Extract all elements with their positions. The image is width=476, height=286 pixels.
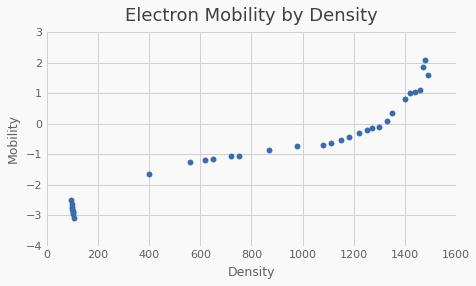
Point [367,126,375,130]
Point [406,91,413,95]
Point [145,172,153,176]
Point [421,57,428,62]
Point [416,88,423,92]
Point [293,144,301,149]
Y-axis label: Mobility: Mobility [7,114,20,163]
X-axis label: Density: Density [227,266,275,279]
Point [67,198,75,202]
Point [326,141,334,146]
Point [70,216,78,221]
Point [375,124,382,129]
Point [201,158,209,162]
Point [400,97,408,102]
Point [69,211,77,216]
Point [69,207,76,211]
Title: Electron Mobility by Density: Electron Mobility by Density [125,7,377,25]
Point [318,143,326,147]
Point [382,118,390,123]
Point [423,72,431,77]
Point [234,153,242,158]
Point [418,65,426,69]
Point [68,205,76,210]
Point [69,210,77,214]
Point [186,159,193,164]
Point [387,111,395,115]
Point [227,153,234,158]
Point [265,147,273,152]
Point [410,89,418,94]
Point [354,130,362,135]
Point [337,138,344,143]
Point [344,135,352,140]
Point [68,202,75,207]
Point [209,156,217,161]
Point [362,127,369,132]
Point [69,208,76,213]
